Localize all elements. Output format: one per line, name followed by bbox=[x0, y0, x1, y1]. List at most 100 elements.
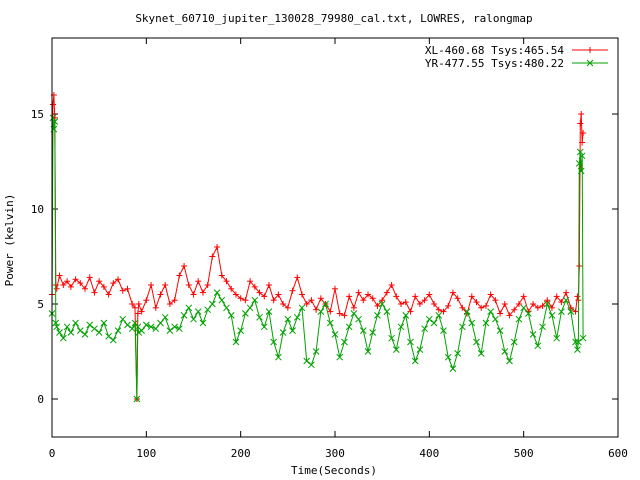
data-point bbox=[143, 297, 150, 304]
data-point bbox=[119, 315, 127, 323]
data-point bbox=[579, 139, 586, 146]
data-point bbox=[147, 323, 155, 331]
data-point bbox=[91, 289, 98, 296]
data-point bbox=[53, 323, 61, 331]
data-point bbox=[520, 293, 527, 300]
data-point bbox=[369, 295, 376, 302]
data-point bbox=[478, 304, 485, 311]
data-point bbox=[265, 282, 272, 288]
data-point bbox=[237, 327, 245, 334]
data-point bbox=[534, 304, 541, 311]
data-point bbox=[575, 160, 583, 167]
data-point bbox=[82, 285, 89, 292]
x-tick-label: 0 bbox=[49, 447, 56, 460]
data-point bbox=[72, 276, 79, 283]
data-point bbox=[364, 348, 372, 355]
data-point bbox=[232, 338, 240, 346]
data-point bbox=[572, 308, 579, 315]
data-point bbox=[350, 304, 357, 311]
data-point bbox=[209, 300, 216, 308]
data-point bbox=[53, 285, 60, 292]
y-tick-label: 5 bbox=[37, 298, 44, 311]
data-point bbox=[580, 130, 587, 136]
data-point bbox=[411, 357, 419, 365]
data-point bbox=[227, 312, 235, 319]
x-tick-label: 500 bbox=[514, 447, 534, 460]
data-point bbox=[294, 274, 301, 281]
plot-frame bbox=[51, 37, 619, 438]
data-point bbox=[326, 319, 334, 327]
data-point bbox=[506, 312, 513, 319]
data-point bbox=[218, 296, 226, 304]
data-point bbox=[369, 329, 377, 336]
y-tick-label: 0 bbox=[37, 393, 44, 406]
data-point bbox=[346, 293, 353, 300]
y-tick-label: 10 bbox=[31, 203, 44, 216]
data-point bbox=[185, 304, 193, 312]
data-point bbox=[279, 329, 287, 336]
data-point bbox=[440, 308, 447, 315]
data-point bbox=[421, 297, 428, 304]
data-point bbox=[289, 287, 296, 294]
data-point bbox=[166, 327, 174, 334]
data-point bbox=[468, 319, 476, 327]
data-point bbox=[138, 327, 145, 334]
data-point bbox=[332, 285, 338, 292]
data-point bbox=[492, 297, 499, 304]
data-point bbox=[449, 289, 456, 296]
data-point bbox=[152, 304, 159, 311]
data-point bbox=[421, 325, 428, 333]
data-point bbox=[251, 283, 258, 290]
data-point bbox=[449, 365, 457, 372]
data-point bbox=[416, 346, 424, 353]
data-point bbox=[242, 310, 249, 317]
data-point bbox=[56, 329, 63, 336]
data-point bbox=[86, 274, 93, 281]
data-point bbox=[185, 282, 192, 288]
data-point bbox=[473, 299, 480, 306]
data-point bbox=[142, 321, 150, 329]
data-point bbox=[199, 289, 206, 296]
data-point bbox=[496, 327, 504, 334]
data-point bbox=[379, 297, 386, 304]
data-point bbox=[572, 338, 579, 346]
data-point bbox=[213, 289, 221, 296]
legend-label-2: YR-477.55 Tsys:480.22 bbox=[425, 57, 564, 70]
data-point bbox=[119, 287, 126, 294]
data-point bbox=[331, 331, 339, 338]
chart-title: Skynet_60710_jupiter_130028_79980_cal.tx… bbox=[135, 12, 532, 25]
data-point bbox=[275, 353, 282, 361]
data-point bbox=[218, 272, 225, 279]
data-point bbox=[341, 312, 348, 319]
data-point bbox=[190, 291, 197, 298]
data-point bbox=[81, 331, 89, 338]
data-point bbox=[426, 291, 433, 298]
data-point bbox=[298, 304, 306, 312]
data-point bbox=[115, 276, 122, 283]
data-point bbox=[133, 395, 141, 403]
data-point bbox=[129, 301, 136, 307]
data-point bbox=[242, 297, 249, 304]
data-point bbox=[246, 304, 254, 312]
data-point bbox=[204, 282, 211, 288]
data-point bbox=[86, 321, 94, 329]
data-point bbox=[525, 310, 532, 317]
data-point bbox=[181, 263, 188, 269]
data-point bbox=[345, 323, 353, 331]
series-1 bbox=[49, 92, 587, 402]
legend-marker-2 bbox=[586, 59, 594, 67]
data-point bbox=[407, 308, 414, 315]
data-point bbox=[317, 308, 325, 315]
data-point bbox=[388, 334, 395, 342]
data-point bbox=[166, 301, 173, 307]
data-point bbox=[359, 327, 367, 334]
y-tick-label: 15 bbox=[31, 108, 44, 121]
data-point bbox=[578, 111, 585, 117]
data-point bbox=[548, 312, 556, 319]
data-point bbox=[530, 301, 537, 307]
data-point bbox=[64, 278, 71, 285]
data-point bbox=[95, 329, 103, 336]
data-point bbox=[77, 280, 84, 287]
data-point bbox=[563, 289, 570, 296]
